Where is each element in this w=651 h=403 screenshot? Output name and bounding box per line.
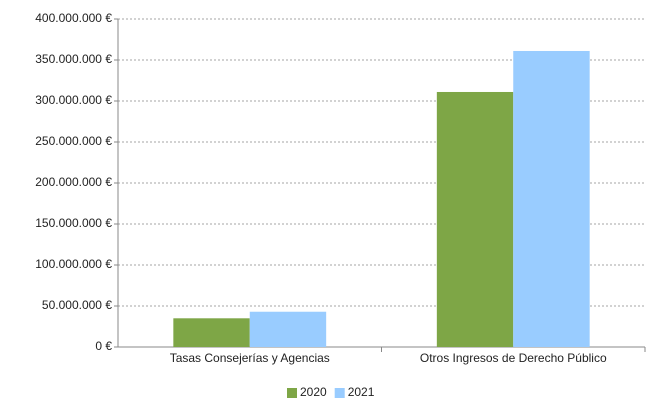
x-tick-label: Otros Ingresos de Derecho Público — [420, 351, 607, 365]
bar — [173, 318, 250, 347]
y-tick-label: 300.000.000 € — [35, 93, 112, 107]
legend-label: 2021 — [348, 385, 375, 399]
bar — [249, 311, 327, 347]
y-tick-label: 400.000.000 € — [35, 11, 112, 25]
legend-swatch — [287, 388, 297, 398]
y-tick-label: 350.000.000 € — [35, 52, 112, 66]
legend-swatch — [334, 388, 345, 398]
y-tick-label: 50.000.000 € — [42, 298, 112, 312]
legend-label: 2020 — [300, 385, 327, 399]
y-tick-label: 200.000.000 € — [35, 175, 112, 189]
y-tick-label: 250.000.000 € — [35, 134, 112, 148]
y-tick-label: 0 € — [95, 339, 112, 353]
x-tick-label: Tasas Consejerías y Agencias — [170, 351, 330, 365]
bar — [513, 50, 590, 347]
y-tick-label: 100.000.000 € — [35, 257, 112, 271]
y-tick-label: 150.000.000 € — [35, 216, 112, 230]
bar — [436, 91, 514, 347]
